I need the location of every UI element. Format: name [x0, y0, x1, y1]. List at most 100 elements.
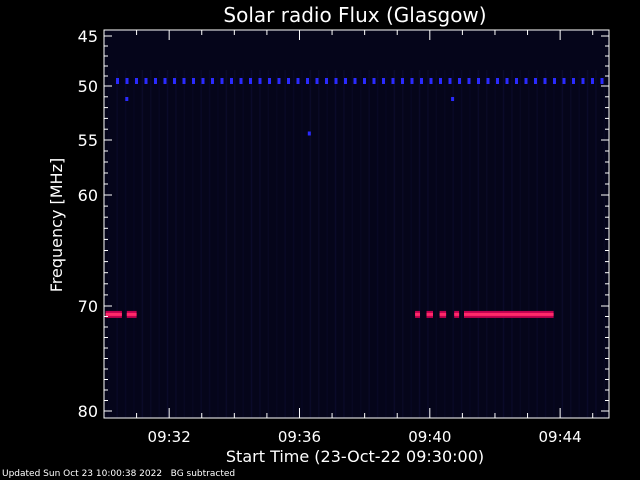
noise-streak — [427, 70, 429, 418]
strong-segment — [464, 310, 554, 318]
plot-frame — [103, 29, 610, 419]
band-dot — [287, 78, 290, 84]
chart-title: Solar radio Flux (Glasgow) — [223, 3, 486, 27]
updated-text: Updated Sun Oct 23 10:00:38 2022 — [2, 469, 163, 479]
x-tick-label: 09:40 — [408, 428, 451, 446]
noise-streak — [402, 70, 404, 418]
noise-streak — [570, 70, 572, 418]
band-dot — [353, 78, 357, 84]
noise-streak — [410, 70, 412, 418]
noise-streak — [603, 70, 606, 418]
noise-streak — [519, 70, 522, 418]
noise-streak — [486, 70, 488, 418]
noise-streak — [200, 70, 202, 418]
noise-streak — [326, 70, 328, 418]
noise-streak — [343, 70, 345, 418]
band-dot — [173, 78, 176, 84]
band-dot — [515, 78, 518, 84]
band-dot — [486, 78, 490, 84]
band-dot — [543, 78, 547, 84]
x-axis: 09:32 09:36 09:40 09:44 — [103, 30, 594, 446]
band-dot — [201, 78, 205, 84]
band-dot — [496, 78, 499, 84]
band-dot — [600, 78, 604, 84]
band-dot — [182, 78, 186, 84]
y-tick-label: 60 — [78, 186, 98, 205]
band-dot — [524, 78, 528, 84]
band-dot — [448, 78, 452, 84]
noise-streak — [385, 70, 387, 418]
band-dot — [553, 78, 556, 84]
signal-spot — [125, 97, 129, 101]
noise-streak — [435, 70, 438, 418]
plot-area — [103, 29, 610, 419]
noise-streak — [116, 70, 118, 418]
noise-streak — [334, 70, 337, 418]
noise-streak — [418, 70, 421, 418]
noise-streak — [452, 70, 454, 418]
band-dot — [230, 78, 233, 84]
noise-streak — [276, 70, 278, 418]
noise-streak — [511, 70, 513, 418]
noise-streak — [494, 70, 496, 418]
strong-segment — [454, 310, 460, 318]
band-dot — [268, 78, 271, 84]
band-dot — [591, 78, 594, 84]
y-tick-label: 50 — [78, 77, 98, 96]
band-dot — [534, 78, 537, 84]
band-dot — [315, 78, 319, 84]
noise-streak — [469, 70, 471, 418]
y-tick-label: 80 — [78, 402, 98, 421]
noise-streak — [192, 70, 194, 418]
band-dot — [192, 78, 195, 84]
noise-streak — [368, 70, 370, 418]
band-dot — [334, 78, 338, 84]
noise-streak — [360, 70, 362, 418]
x-tick-label: 09:44 — [539, 428, 582, 446]
noise-streak — [267, 70, 270, 418]
noise-streak — [561, 70, 564, 418]
noise-streak — [150, 70, 152, 418]
signal-spot — [307, 131, 311, 136]
band-dot — [382, 78, 385, 84]
band-dot — [125, 78, 129, 84]
noise-streak — [225, 70, 228, 418]
x-axis-label: Start Time (23-Oct-22 09:30:00) — [226, 447, 484, 466]
noise-streak — [544, 70, 547, 418]
strong-segment — [126, 310, 137, 318]
noise-streak — [166, 70, 169, 418]
noise-streak — [502, 70, 505, 418]
band-dot — [239, 78, 243, 84]
band-dot — [211, 78, 214, 84]
band-dot — [116, 78, 119, 84]
band-dot — [401, 78, 404, 84]
strong-segment — [426, 310, 433, 318]
noise-streak — [250, 70, 253, 418]
noise-streak — [460, 70, 463, 418]
noise-streak — [242, 70, 244, 418]
band-dot — [296, 78, 300, 84]
band-dot — [258, 78, 262, 84]
y-axis-label: Frequency [MHz] — [47, 158, 66, 292]
band-dot — [572, 78, 575, 84]
y-tick-label: 55 — [78, 131, 98, 150]
noise-streak — [217, 70, 219, 418]
noise-streak — [351, 70, 354, 418]
band-dot — [220, 78, 224, 84]
band-dot — [163, 78, 167, 84]
band-dot — [410, 78, 414, 84]
band-dot — [391, 78, 395, 84]
noise-streak — [309, 70, 312, 418]
band-dot — [325, 78, 328, 84]
band-dot — [477, 78, 480, 84]
noise-streak — [578, 70, 580, 418]
footer: Updated Sun Oct 23 10:00:38 2022 BG subt… — [2, 469, 235, 479]
noise-streak — [124, 70, 127, 418]
noise-streak — [528, 70, 530, 418]
band-dot — [144, 78, 148, 84]
strong-segment — [105, 310, 122, 318]
noise-streak — [536, 70, 538, 418]
noise-streak — [108, 70, 110, 418]
band-dot — [420, 78, 423, 84]
